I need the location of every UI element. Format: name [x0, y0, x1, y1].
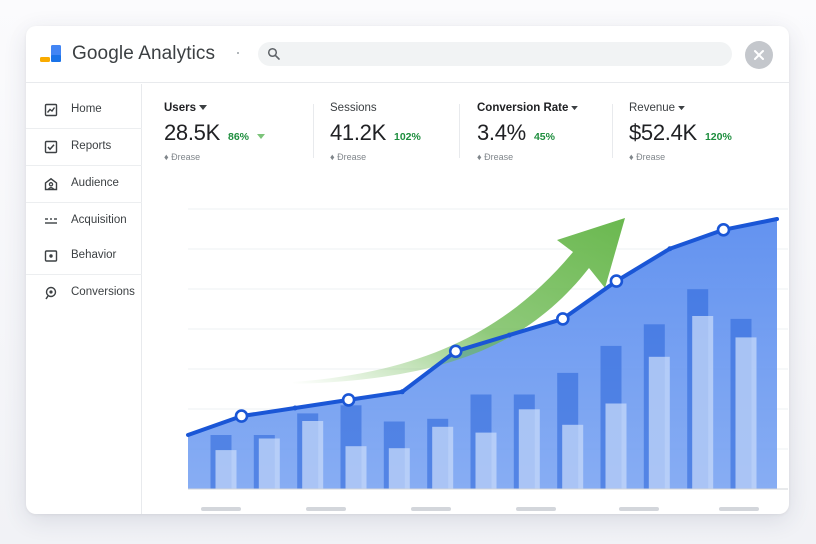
- metric-value: 41.2K: [330, 120, 386, 145]
- bar-light: [518, 409, 540, 489]
- sidebar-divider: [26, 165, 142, 166]
- data-point: [667, 246, 673, 252]
- dropdown-caret-icon[interactable]: [678, 105, 685, 111]
- bar-light: [475, 432, 497, 489]
- sidebar-item-reports[interactable]: Reports: [26, 129, 142, 165]
- analytics-window: Google Analytics Home: [26, 26, 789, 514]
- metric-value: 28.5K: [164, 120, 220, 145]
- bar-light: [302, 421, 324, 489]
- bar-light: [258, 438, 280, 489]
- bar-light: [388, 448, 410, 489]
- data-point: [234, 409, 249, 423]
- metric-divider: [459, 104, 460, 158]
- data-point: [292, 405, 298, 411]
- x-tick-label: [516, 507, 556, 511]
- metric-change: 86%: [228, 131, 250, 143]
- metric-title: Users: [164, 102, 304, 114]
- metric-title-text: Conversion Rate: [477, 102, 569, 114]
- sidebar-item-label: Audience: [71, 177, 119, 189]
- bar-light: [692, 316, 714, 489]
- close-button[interactable]: [745, 41, 773, 69]
- metric-title-text: Users: [164, 102, 196, 114]
- behavior-icon: [44, 250, 58, 262]
- sidebar-item-acquisition[interactable]: Acquisition: [26, 203, 142, 239]
- metric-title-text: Sessions: [330, 102, 377, 114]
- metric-title: Conversion Rate: [477, 102, 617, 114]
- metric-change: 102%: [394, 131, 421, 143]
- metric-change: 45%: [533, 131, 555, 143]
- x-tick-label: [719, 507, 759, 511]
- sidebar-divider: [26, 202, 142, 203]
- analytics-logo-icon: [40, 45, 61, 62]
- bar-light: [215, 450, 237, 489]
- metric-title: Revenue: [629, 102, 769, 114]
- data-point: [399, 389, 405, 395]
- metric-value: 3.4%: [477, 120, 526, 145]
- bar-light: [562, 424, 584, 489]
- sidebar-item-label: Reports: [71, 140, 112, 152]
- conversions-icon: [45, 286, 57, 300]
- app-title: Google Analytics: [72, 43, 216, 64]
- x-tick-label: [411, 507, 451, 511]
- check-box-icon: [44, 140, 58, 154]
- data-point: [448, 344, 463, 359]
- search-icon: [267, 47, 280, 60]
- bar-light: [648, 356, 670, 489]
- metric-divider: [313, 104, 314, 158]
- data-point: [506, 332, 512, 338]
- metric-sessions[interactable]: Sessions 41.2K 102% ♦ Ðrease: [330, 102, 470, 162]
- header-dot: [237, 52, 239, 54]
- app-header: Google Analytics: [26, 26, 789, 83]
- metric-subtext: ♦ Ðrease: [330, 152, 367, 162]
- close-icon: [754, 50, 764, 60]
- sidebar-divider: [26, 274, 142, 275]
- bar-light: [735, 337, 757, 489]
- metric-conversion-rate[interactable]: Conversion Rate 3.4% 45% ♦ Ðrease: [477, 102, 617, 162]
- metric-revenue[interactable]: Revenue $52.4K 120% ♦ Ðrease: [629, 102, 769, 162]
- main-content: Users 28.5K 86% ♦ Ðrease Sessions 41.2K …: [143, 84, 789, 514]
- data-point: [716, 223, 731, 237]
- metric-subtext: ♦ Ðrease: [629, 152, 666, 162]
- metric-title-text: Revenue: [629, 102, 676, 114]
- x-tick-label: [619, 507, 659, 511]
- data-point: [609, 274, 624, 288]
- trend-chart-icon: [44, 103, 58, 117]
- metric-divider: [612, 104, 613, 158]
- x-tick-label: [306, 507, 346, 511]
- acquisition-icon: [45, 218, 57, 224]
- metric-subtext: ♦ Ðrease: [477, 152, 514, 162]
- sidebar-item-audience[interactable]: Audience: [26, 166, 142, 202]
- sidebar-item-label: Behavior: [71, 249, 117, 261]
- sidebar-item-label: Acquisition: [71, 214, 127, 226]
- bar-light: [432, 426, 454, 489]
- data-point: [341, 393, 356, 407]
- sidebar-divider: [26, 128, 142, 129]
- traffic-chart: [186, 208, 788, 511]
- metric-value: $52.4K: [629, 120, 697, 145]
- sidebar-item-conversions[interactable]: Conversions: [26, 275, 142, 311]
- series-line: [186, 217, 779, 437]
- sidebar-item-home[interactable]: Home: [26, 92, 142, 128]
- dropdown-caret-icon[interactable]: [571, 105, 579, 111]
- bar-light: [605, 403, 627, 489]
- sidebar-item-label: Conversions: [71, 286, 135, 298]
- search-input[interactable]: [286, 42, 726, 66]
- metric-subtext: ♦ Ðrease: [164, 152, 201, 162]
- audience-icon: [44, 177, 58, 191]
- x-tick-label: [201, 507, 241, 511]
- area-fill: [188, 219, 777, 489]
- dropdown-caret-icon[interactable]: [198, 105, 207, 111]
- metric-users[interactable]: Users 28.5K 86% ♦ Ðrease: [164, 102, 304, 162]
- metric-title: Sessions: [330, 102, 470, 114]
- trend-down-caret-icon: [257, 134, 266, 139]
- sidebar-item-behavior[interactable]: Behavior: [26, 238, 142, 274]
- sidebar: Home Reports Audience: [26, 84, 142, 514]
- data-point: [555, 312, 570, 326]
- sidebar-item-label: Home: [71, 103, 102, 115]
- bar-light: [345, 446, 367, 489]
- metric-change: 120%: [704, 131, 732, 143]
- search-bar[interactable]: [258, 42, 732, 66]
